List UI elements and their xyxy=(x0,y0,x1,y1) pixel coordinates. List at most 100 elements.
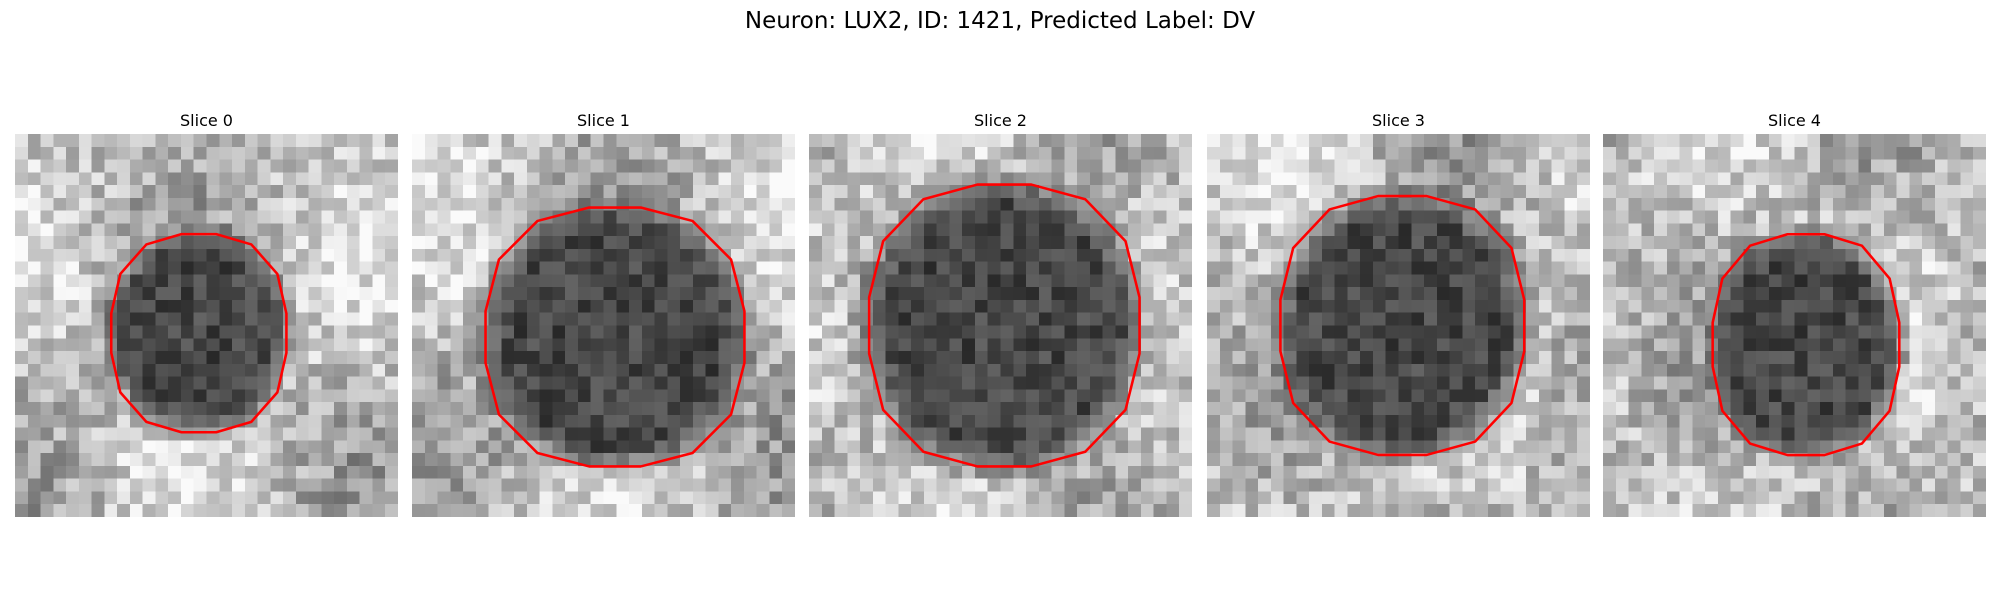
pixel xyxy=(616,312,630,326)
pixel xyxy=(705,491,719,505)
pixel xyxy=(821,453,835,467)
pixel xyxy=(1730,146,1744,160)
pixel xyxy=(705,236,719,250)
pixel xyxy=(1577,223,1590,237)
pixel xyxy=(1807,146,1821,160)
pixel xyxy=(1102,197,1116,211)
pixel xyxy=(1462,427,1476,441)
pixel xyxy=(359,325,373,339)
pixel xyxy=(1526,185,1540,199)
pixel xyxy=(987,402,1001,416)
pixel xyxy=(1692,338,1706,352)
pixel xyxy=(1768,185,1782,199)
pixel xyxy=(424,338,438,352)
pixel xyxy=(1577,248,1590,262)
pixel xyxy=(616,197,630,211)
pixel xyxy=(283,261,297,275)
pixel xyxy=(911,325,925,339)
pixel xyxy=(1245,465,1259,479)
pixel xyxy=(91,261,105,275)
pixel xyxy=(295,504,309,517)
pixel xyxy=(257,299,271,313)
pixel xyxy=(987,197,1001,211)
pixel xyxy=(1089,312,1103,326)
pixel xyxy=(834,172,848,186)
pixel xyxy=(1462,274,1476,288)
pixel xyxy=(1526,248,1540,262)
pixel xyxy=(539,146,553,160)
pixel xyxy=(1768,465,1782,479)
pixel xyxy=(1526,287,1540,301)
pixel xyxy=(129,504,143,517)
pixel xyxy=(1666,478,1680,492)
pixel xyxy=(872,338,886,352)
pixel xyxy=(1641,210,1655,224)
pixel xyxy=(1871,299,1885,313)
pixel xyxy=(53,504,67,517)
pixel xyxy=(1245,172,1259,186)
pixel xyxy=(334,453,348,467)
pixel xyxy=(308,389,322,403)
pixel xyxy=(603,261,617,275)
pixel xyxy=(412,440,426,454)
pixel xyxy=(1232,453,1246,467)
pixel xyxy=(1692,274,1706,288)
pixel xyxy=(1858,159,1872,173)
pixel xyxy=(475,248,489,262)
pixel xyxy=(1807,504,1821,517)
pixel xyxy=(692,172,706,186)
pixel xyxy=(590,248,604,262)
pixel xyxy=(718,248,732,262)
pixel xyxy=(911,363,925,377)
pixel xyxy=(911,414,925,428)
pixel xyxy=(1360,210,1374,224)
pixel xyxy=(834,312,848,326)
pixel xyxy=(15,389,29,403)
pixel xyxy=(142,210,156,224)
pixel xyxy=(1564,338,1578,352)
pixel xyxy=(1038,197,1052,211)
pixel xyxy=(1947,440,1961,454)
pixel xyxy=(1153,210,1167,224)
pixel xyxy=(1896,478,1910,492)
pixel xyxy=(1115,274,1129,288)
pixel xyxy=(1564,134,1578,148)
pixel xyxy=(27,389,41,403)
pixel xyxy=(1883,159,1897,173)
pixel xyxy=(1064,299,1078,313)
pixel xyxy=(552,159,566,173)
pixel xyxy=(1896,389,1910,403)
pixel xyxy=(1717,465,1731,479)
pixel xyxy=(463,376,477,390)
pixel xyxy=(692,414,706,428)
pixel xyxy=(27,159,41,173)
pixel xyxy=(295,134,309,148)
pixel xyxy=(654,312,668,326)
pixel xyxy=(667,440,681,454)
pixel xyxy=(385,197,398,211)
pixel xyxy=(936,376,950,390)
pixel xyxy=(1513,453,1527,467)
pixel xyxy=(565,312,579,326)
pixel xyxy=(359,465,373,479)
pixel xyxy=(565,325,579,339)
pixel xyxy=(1526,134,1540,148)
pixel xyxy=(385,210,398,224)
pixel xyxy=(1038,261,1052,275)
pixel xyxy=(1538,299,1552,313)
pixel xyxy=(168,236,182,250)
pixel xyxy=(385,159,398,173)
pixel xyxy=(809,414,823,428)
pixel xyxy=(232,491,246,505)
pixel xyxy=(219,287,233,301)
pixel xyxy=(936,414,950,428)
pixel xyxy=(692,236,706,250)
pixel xyxy=(590,134,604,148)
pixel xyxy=(1102,146,1116,160)
pixel xyxy=(1730,325,1744,339)
pixel xyxy=(872,159,886,173)
pixel xyxy=(590,453,604,467)
panel-title: Slice 4 xyxy=(1768,111,1821,130)
pixel xyxy=(1179,287,1192,301)
pixel xyxy=(667,465,681,479)
